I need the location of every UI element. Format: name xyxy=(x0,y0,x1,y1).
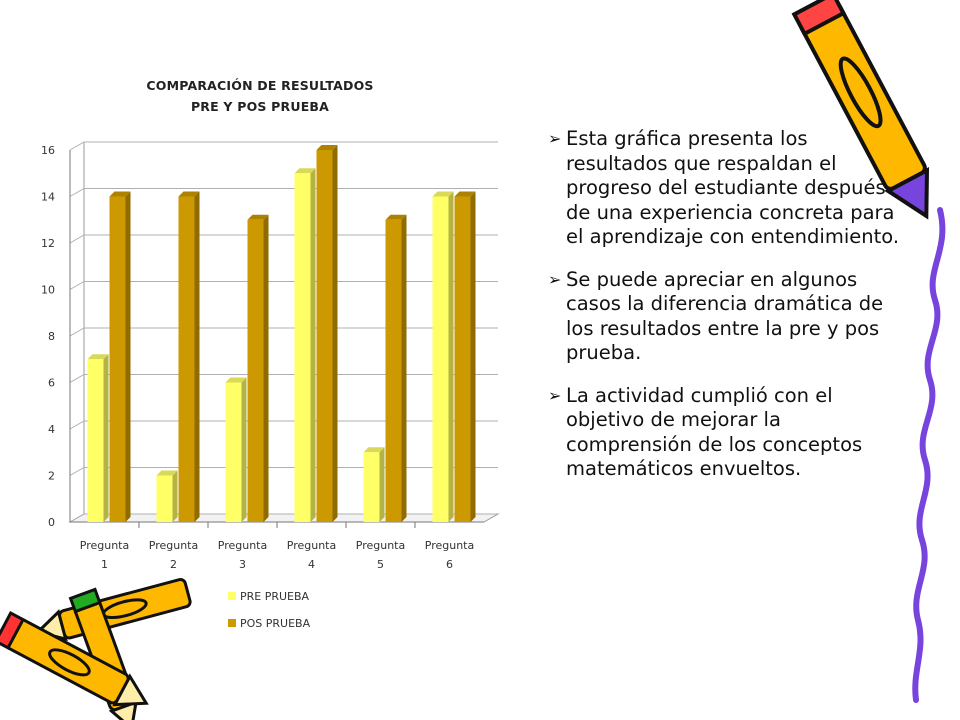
bar-top xyxy=(316,145,338,150)
bar-pre xyxy=(363,452,380,522)
y-tick-label: 10 xyxy=(41,284,55,297)
x-tick-label: Pregunta xyxy=(425,539,474,552)
bar-side xyxy=(194,191,200,522)
x-tick-label-number: 3 xyxy=(239,558,246,571)
bar-side xyxy=(310,168,316,522)
bar-pre xyxy=(156,475,173,522)
bar-pos xyxy=(454,196,471,522)
bar-pos xyxy=(178,196,195,522)
bullet-text: La actividad cumplió con el objetivo de … xyxy=(566,383,863,481)
bar-top xyxy=(454,191,476,197)
bar-side xyxy=(103,354,109,522)
bar-pre xyxy=(432,196,449,522)
x-tick-label-number: 2 xyxy=(170,558,177,571)
bullet-text: Esta gráfica presenta los resultados que… xyxy=(566,127,900,248)
y-tick-label: 14 xyxy=(41,191,55,204)
bar-side xyxy=(448,191,454,522)
x-tick-label: Pregunta xyxy=(287,539,336,552)
bar-top xyxy=(178,191,200,197)
bar-side xyxy=(470,191,476,522)
bar-pos xyxy=(109,196,126,522)
squiggle-border-icon xyxy=(912,207,946,703)
bar-side xyxy=(379,447,385,522)
legend-label: POS PRUEBA xyxy=(240,617,311,630)
bar-side xyxy=(263,214,269,522)
bullet-text: Se puede apreciar en algunos casos la di… xyxy=(566,267,884,365)
bar-top xyxy=(225,377,247,383)
bullet-item: ➢ Se puede apreciar en algunos casos la d… xyxy=(548,268,900,366)
bar-pos xyxy=(247,219,264,522)
bar-top xyxy=(156,470,178,476)
bullet-list: ➢ Esta gráfica presenta los resultados qu… xyxy=(548,127,900,500)
bar-side xyxy=(332,145,338,522)
legend-swatch xyxy=(228,619,236,627)
x-tick-label-number: 5 xyxy=(377,558,384,571)
chart-title-line2: PRE Y POS PRUEBA xyxy=(190,99,330,114)
x-tick-label-number: 4 xyxy=(308,558,315,571)
chart-area: COMPARACIÓN DE RESULTADOS PRE Y POS PRUE… xyxy=(41,78,500,630)
bar-top xyxy=(385,214,407,220)
arrow-bullet-icon: ➢ xyxy=(548,269,562,289)
bar-top xyxy=(109,191,131,197)
bar-top xyxy=(87,354,109,360)
arrow-bullet-icon: ➢ xyxy=(548,385,562,405)
gridline xyxy=(69,281,498,290)
gridline xyxy=(69,188,498,197)
gridline xyxy=(69,141,498,151)
bar-side xyxy=(401,214,407,522)
gridline xyxy=(69,234,498,244)
legend-label: PRE PRUEBA xyxy=(240,590,310,603)
y-tick-label: 6 xyxy=(48,377,55,390)
bullet-item: ➢ Esta gráfica presenta los resultados qu… xyxy=(548,127,900,250)
chart-title-line1: COMPARACIÓN DE RESULTADOS xyxy=(146,78,374,93)
bar-side xyxy=(241,377,247,522)
x-tick-label-number: 6 xyxy=(446,558,453,571)
y-tick-label: 8 xyxy=(48,330,55,343)
x-tick-label-number: 1 xyxy=(101,558,108,571)
bar-pre xyxy=(87,359,104,522)
gridline xyxy=(69,374,498,383)
bar-top xyxy=(247,214,269,220)
y-tick-label: 2 xyxy=(48,470,55,483)
bar-pre xyxy=(225,382,242,522)
y-tick-label: 16 xyxy=(41,144,55,157)
bar-side xyxy=(172,470,178,522)
arrow-bullet-icon: ➢ xyxy=(548,129,562,148)
x-tick-label: Pregunta xyxy=(80,539,129,552)
y-tick-label: 4 xyxy=(48,423,55,436)
y-tick-label: 0 xyxy=(48,516,55,529)
gridline xyxy=(69,467,498,476)
x-tick-label: Pregunta xyxy=(149,539,198,552)
gridline xyxy=(69,327,498,337)
bar-side xyxy=(125,191,131,522)
bar-top xyxy=(432,191,454,197)
x-tick-label: Pregunta xyxy=(218,539,267,552)
gridline xyxy=(69,513,498,523)
bar-pos xyxy=(385,219,402,522)
bar-pre xyxy=(294,173,311,522)
bar-top xyxy=(294,168,316,174)
legend-swatch xyxy=(228,592,236,600)
y-tick-label: 12 xyxy=(41,237,55,250)
x-tick-label: Pregunta xyxy=(356,539,405,552)
bar-top xyxy=(363,447,385,453)
gridline xyxy=(69,420,498,430)
bullet-item: ➢ La actividad cumplió con el objetivo de… xyxy=(548,384,900,482)
bar-pos xyxy=(316,150,333,522)
bar-chart: 0 2 4 6 8 10 12 14 16 Pregunta 1 Pregunta 2 Pregunta 3… xyxy=(41,141,500,630)
